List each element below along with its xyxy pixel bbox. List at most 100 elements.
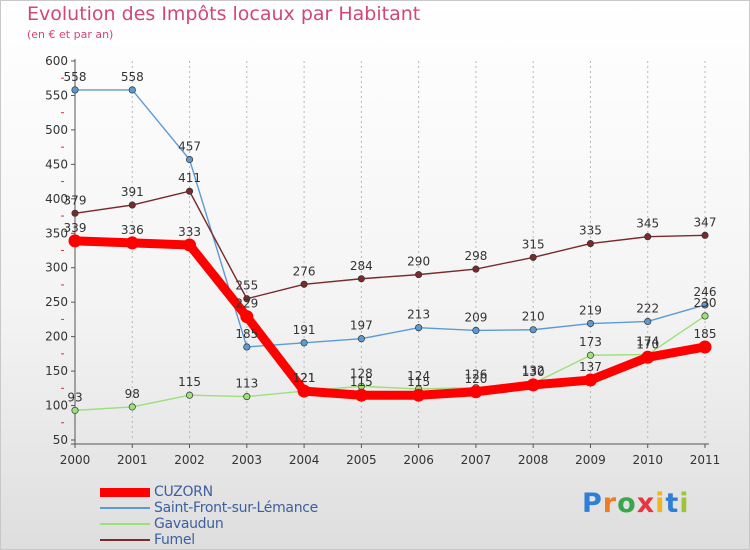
- logo-letter: o: [617, 488, 637, 519]
- data-label: 219: [579, 304, 602, 318]
- data-label: 137: [579, 360, 602, 374]
- data-point: [128, 86, 136, 94]
- x-tick-label: 2005: [346, 453, 377, 467]
- y-tick-label: 600: [45, 54, 68, 68]
- data-label: 315: [522, 237, 545, 251]
- data-label: 298: [464, 249, 487, 263]
- x-tick-label: 2009: [575, 453, 606, 467]
- data-label: 124: [407, 369, 430, 383]
- data-label: 229: [235, 297, 258, 311]
- chart-legend: CUZORN Saint-Front-sur-Lémance Gavaudun …: [100, 484, 318, 548]
- data-label: 126: [464, 368, 487, 382]
- data-label: 246: [694, 285, 717, 299]
- data-label: 174: [636, 335, 659, 349]
- legend-item-gavaudun: Gavaudun: [100, 516, 318, 532]
- data-point: [526, 378, 540, 392]
- x-tick-label: 2003: [232, 453, 263, 467]
- data-label: 210: [522, 310, 545, 324]
- data-point: [586, 319, 595, 328]
- data-label: 379: [64, 193, 87, 207]
- data-point: [586, 240, 595, 248]
- legend-swatch: [100, 523, 150, 525]
- legend-label: Gavaudun: [154, 516, 224, 532]
- data-label: 347: [694, 215, 717, 229]
- logo-letter: i: [655, 488, 666, 519]
- logo-letter: t: [665, 488, 680, 519]
- data-point: [644, 317, 652, 326]
- data-label: 185: [235, 327, 258, 341]
- legend-label: Fumel: [154, 532, 195, 548]
- data-label: 335: [579, 224, 602, 238]
- data-point: [243, 343, 251, 351]
- data-label: 255: [235, 279, 258, 293]
- data-point: [357, 275, 365, 283]
- data-label: 115: [350, 375, 373, 389]
- data-label: 120: [464, 372, 487, 386]
- data-point: [583, 373, 597, 387]
- data-label: 93: [67, 390, 82, 404]
- data-point: [71, 86, 79, 94]
- y-tick-label: 200: [45, 330, 68, 344]
- logo-letter: i: [679, 488, 690, 519]
- legend-swatch: [100, 487, 150, 497]
- y-tick-label: 450: [45, 157, 68, 171]
- data-point: [472, 326, 480, 334]
- data-label: 170: [636, 337, 659, 351]
- legend-label: Saint-Front-sur-Lémance: [154, 500, 318, 516]
- data-label: 345: [636, 217, 659, 231]
- chart-data-labels: 558 558 457 185 191 197 213 209 210 219 222 246 379 3…: [64, 70, 717, 404]
- legend-label: CUZORN: [154, 484, 213, 500]
- data-point: [71, 209, 79, 217]
- data-label: 197: [350, 319, 373, 333]
- data-label: 121: [293, 371, 316, 385]
- series-line: [74, 190, 706, 300]
- data-label: 284: [350, 259, 373, 273]
- data-point: [415, 271, 423, 279]
- data-point: [472, 265, 480, 273]
- data-point: [701, 312, 709, 320]
- data-label: 411: [178, 171, 201, 185]
- legend-item-fumel: Fumel: [100, 532, 318, 548]
- logo-letter: x: [636, 488, 656, 519]
- logo-letter: P: [582, 488, 603, 519]
- legend-swatch: [100, 507, 150, 509]
- data-label: 222: [636, 301, 659, 315]
- data-point: [185, 155, 194, 164]
- data-point: [354, 388, 368, 402]
- data-label: 173: [579, 335, 602, 349]
- data-point: [183, 238, 197, 252]
- data-label: 191: [293, 323, 316, 337]
- data-label: 115: [407, 375, 430, 389]
- x-tick-label: 2008: [518, 453, 549, 467]
- data-label: 209: [464, 310, 487, 324]
- data-point: [297, 384, 311, 398]
- x-tick-label: 2002: [174, 453, 205, 467]
- data-point: [698, 340, 712, 354]
- data-label: 98: [125, 387, 140, 401]
- data-point: [412, 388, 426, 402]
- chart-axes: 50 100 150 200 250 300 350 400 450 500 550 600 2000 2…: [45, 54, 720, 467]
- y-tick-label: 100: [45, 399, 68, 413]
- series-line: [70, 236, 710, 400]
- y-tick-label: 350: [45, 226, 68, 240]
- data-label: 457: [178, 140, 201, 154]
- data-point: [240, 310, 254, 324]
- legend-item-cuzorn: CUZORN: [100, 484, 318, 500]
- data-point: [185, 391, 194, 399]
- data-point: [701, 231, 709, 239]
- legend-swatch: [100, 539, 150, 541]
- y-tick-label: 500: [45, 123, 68, 137]
- series-line: [74, 89, 706, 348]
- series-line: [74, 315, 706, 412]
- y-tick-label: 550: [45, 88, 68, 102]
- y-tick-label: 300: [45, 261, 68, 275]
- data-point: [128, 201, 136, 209]
- data-label: 336: [121, 223, 144, 237]
- data-point: [469, 385, 483, 399]
- data-label: 333: [178, 225, 201, 239]
- x-tick-label: 2011: [690, 453, 721, 467]
- data-label: 121: [293, 371, 316, 385]
- data-point: [644, 233, 652, 241]
